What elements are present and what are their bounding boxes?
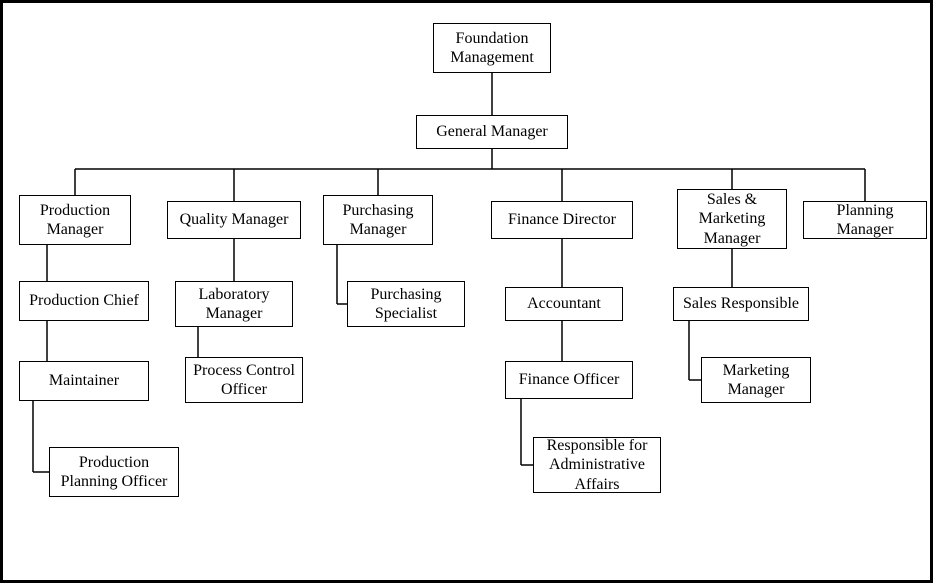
node-purchasing-mgr: Purchasing Manager [323, 195, 433, 245]
node-production-chief: Production Chief [19, 281, 149, 321]
node-finance-officer: Finance Officer [505, 361, 633, 399]
node-general-manager: General Manager [416, 115, 568, 149]
node-marketing-mgr: Marketing Manager [701, 357, 811, 403]
node-foundation: Foundation Management [433, 23, 551, 73]
node-finance-dir: Finance Director [491, 201, 633, 239]
node-purchasing-spec: Purchasing Specialist [347, 281, 465, 327]
node-production-mgr: Production Manager [19, 195, 131, 245]
node-sales-resp: Sales Responsible [673, 287, 809, 321]
node-lab-mgr: Laboratory Manager [175, 281, 293, 327]
node-maintainer: Maintainer [19, 361, 149, 401]
node-admin-affairs: Responsible for Administrative Affairs [533, 437, 661, 493]
node-quality-mgr: Quality Manager [167, 201, 301, 239]
node-process-ctrl: Process Control Officer [185, 357, 303, 403]
node-prod-plan-officer: Production Planning Officer [49, 447, 179, 497]
org-chart-frame: Foundation Management General Manager Pr… [0, 0, 933, 583]
node-accountant: Accountant [505, 287, 623, 321]
node-planning-mgr: Planning Manager [803, 201, 927, 239]
node-sales-mkt-mgr: Sales & Marketing Manager [677, 189, 787, 249]
